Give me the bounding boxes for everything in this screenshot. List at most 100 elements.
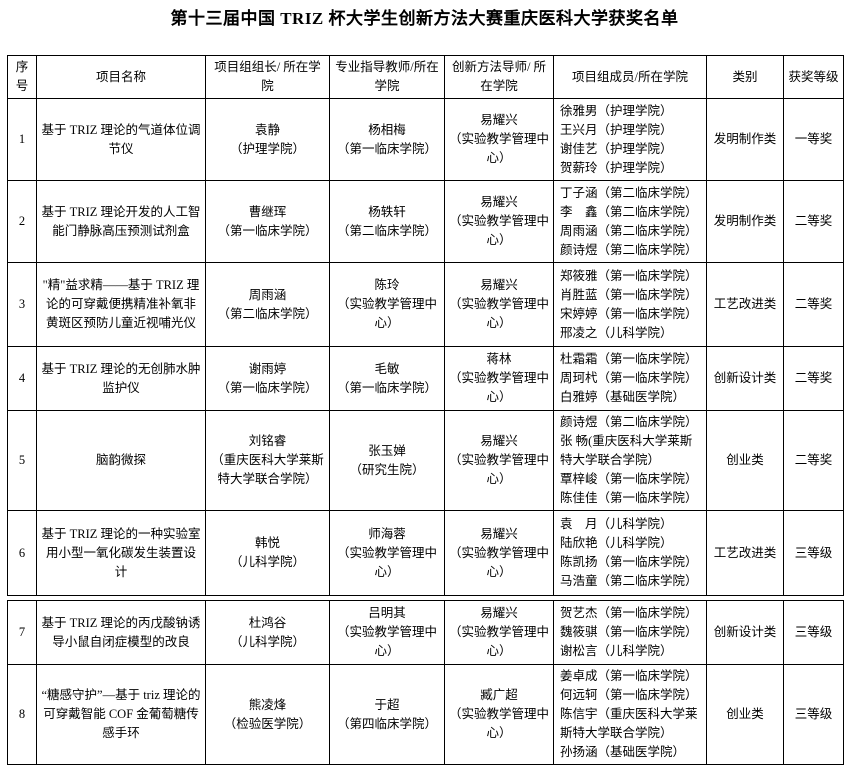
cell-leader: 曹继珲 （第一临床学院） [205, 180, 330, 263]
header-cell-award: 获奖等级 [783, 55, 844, 99]
cell-category: 创新设计类 [706, 346, 784, 411]
cell-leader: 周雨涵 （第二临床学院） [205, 262, 330, 347]
table-row: 2 基于 TRIZ 理论开发的人工智能门静脉高压预测试剂盒 曹继珲 （第一临床学… [7, 180, 844, 263]
member-line: 肖胜蓝（第一临床学院） [560, 287, 698, 302]
member-line: 颜诗煜（第二临床学院） [560, 415, 698, 429]
member-line: 陈佳佳（第一临床学院） [560, 491, 698, 505]
cell-no: 2 [7, 180, 37, 263]
cell-no: 8 [7, 664, 37, 765]
cell-leader: 袁静 （护理学院） [205, 98, 330, 181]
table-row: 6 基于 TRIZ 理论的一种实验室用小型一氧化碳发生装置设计 韩悦 （儿科学院… [7, 510, 844, 596]
cell-leader: 杜鸿谷 （儿科学院） [205, 600, 330, 665]
table-row: 1 基于 TRIZ 理论的气道体位调节仪 袁静 （护理学院） 杨相梅 （第一临床… [7, 98, 844, 181]
cell-mentor: 蒋林 （实验教学管理中心） [444, 346, 554, 411]
cell-award: 三等级 [783, 510, 844, 596]
cell-members: 贺艺杰（第一临床学院） 魏筱骐（第一临床学院） 谢松言（儿科学院） [553, 600, 707, 665]
cell-mentor: 易耀兴 （实验教学管理中心） [444, 600, 554, 665]
member-line: 周雨涵（第二临床学院） [560, 223, 698, 238]
cell-category: 创新设计类 [706, 600, 784, 665]
member-line: 贺薪玲（护理学院） [560, 160, 673, 175]
cell-no: 7 [7, 600, 37, 665]
cell-category: 发明制作类 [706, 98, 784, 181]
cell-members: 杜霜霜（第一临床学院） 周珂杙（第一临床学院） 白雅婷（基础医学院） [553, 346, 707, 411]
cell-project: 基于 TRIZ 理论开发的人工智能门静脉高压预测试剂盒 [36, 180, 206, 263]
cell-members: 姜卓成（第一临床学院） 何远轲（第一临床学院） 陈信宇（重庆医科大学莱斯特大学联… [553, 664, 707, 765]
cell-no: 6 [7, 510, 37, 596]
header-row: 序号 项目名称 项目组组长/ 所在学院 专业指导教师/所在学院 创新方法导师/ … [7, 55, 844, 99]
cell-advisor: 吕明其 （实验教学管理中心） [329, 600, 445, 665]
cell-members: 郑筱雅（第一临床学院） 肖胜蓝（第一临床学院） 宋婷婷（第一临床学院） 邢凌之（… [553, 262, 707, 347]
member-line: 孙扬涵（基础医学院） [560, 745, 686, 759]
header-cell-members: 项目组成员/所在学院 [553, 55, 707, 99]
cell-leader: 韩悦 （儿科学院） [205, 510, 330, 596]
cell-advisor: 杨相梅 （第一临床学院） [329, 98, 445, 181]
cell-category: 创业类 [706, 410, 784, 511]
cell-mentor: 易耀兴 （实验教学管理中心） [444, 410, 554, 511]
member-line: 谢佳艺（护理学院） [560, 141, 673, 156]
member-line: 邢凌之（儿科学院） [560, 325, 673, 340]
table-row: 3 "精"益求精——基于 TRIZ 理论的可穿戴便携精准补氧非黄斑区预防儿童近视… [7, 262, 844, 347]
member-line: 丁子涵（第二临床学院） [560, 185, 698, 200]
cell-leader: 刘铭睿 （重庆医科大学莱斯特大学联合学院） [205, 410, 330, 511]
member-line: 白雅婷（基础医学院） [560, 390, 686, 404]
table-row: 4 基于 TRIZ 理论的无创肺水肿监护仪 谢雨婷 （第一临床学院） 毛敏 （第… [7, 346, 844, 411]
awards-table-upper: 序号 项目名称 项目组组长/ 所在学院 专业指导教师/所在学院 创新方法导师/ … [7, 55, 844, 596]
cell-project: 基于 TRIZ 理论的气道体位调节仪 [36, 98, 206, 181]
cell-project: “糖感守护”—基于 triz 理论的可穿戴智能 COF 金葡萄糖传感手环 [36, 664, 206, 765]
cell-no: 5 [7, 410, 37, 511]
member-line: 徐雅男（护理学院） [560, 103, 673, 118]
member-line: 魏筱骐（第一临床学院） [560, 625, 698, 639]
awards-table-lower: 7 基于 TRIZ 理论的丙戊酸钠诱导小鼠自闭症模型的改良 杜鸿谷 （儿科学院）… [7, 600, 844, 765]
cell-award: 一等奖 [783, 98, 844, 181]
cell-advisor: 毛敏 （第一临床学院） [329, 346, 445, 411]
cell-members: 丁子涵（第二临床学院） 李 鑫（第二临床学院） 周雨涵（第二临床学院） 颜诗煜（… [553, 180, 707, 263]
header-cell-mentor: 创新方法导师/ 所在学院 [444, 55, 554, 99]
member-line: 姜卓成（第一临床学院） [560, 669, 698, 683]
member-line: 王兴月（护理学院） [560, 122, 673, 137]
cell-mentor: 易耀兴 （实验教学管理中心） [444, 262, 554, 347]
cell-award: 二等奖 [783, 410, 844, 511]
member-line: 陆欣艳（儿科学院） [560, 536, 673, 550]
member-line: 何远轲（第一临床学院） [560, 688, 698, 702]
cell-no: 1 [7, 98, 37, 181]
cell-category: 创业类 [706, 664, 784, 765]
cell-leader: 谢雨婷 （第一临床学院） [205, 346, 330, 411]
cell-project: 基于 TRIZ 理论的无创肺水肿监护仪 [36, 346, 206, 411]
member-line: 李 鑫（第二临床学院） [560, 204, 698, 219]
cell-project: 脑韵微探 [36, 410, 206, 511]
member-line: 马浩童（第二临床学院） [560, 574, 698, 588]
member-line: 贺艺杰（第一临床学院） [560, 606, 698, 620]
cell-members: 徐雅男（护理学院） 王兴月（护理学院） 谢佳艺（护理学院） 贺薪玲（护理学院） [553, 98, 707, 181]
table-row: 5 脑韵微探 刘铭睿 （重庆医科大学莱斯特大学联合学院） 张玉婵 （研究生院） … [7, 410, 844, 511]
member-line: 陈凯扬（第一临床学院） [560, 555, 698, 569]
cell-advisor: 陈玲 （实验教学管理中心） [329, 262, 445, 347]
member-line: 杜霜霜（第一临床学院） [560, 352, 698, 366]
member-line: 颜诗煜（第二临床学院） [560, 242, 698, 257]
document-title: 第十三届中国 TRIZ 杯大学生创新方法大赛重庆医科大学获奖名单 [170, 9, 679, 28]
member-line: 谢松言（儿科学院） [560, 644, 673, 658]
cell-project: 基于 TRIZ 理论的一种实验室用小型一氧化碳发生装置设计 [36, 510, 206, 596]
cell-project: "精"益求精——基于 TRIZ 理论的可穿戴便携精准补氧非黄斑区预防儿童近视哺光… [36, 262, 206, 347]
member-line: 张 畅(重庆医科大学莱斯特大学联合学院） [560, 434, 693, 467]
member-line: 宋婷婷（第一临床学院） [560, 306, 698, 321]
cell-no: 3 [7, 262, 37, 347]
cell-award: 二等奖 [783, 346, 844, 411]
cell-category: 工艺改进类 [706, 262, 784, 347]
member-line: 陈信宇（重庆医科大学莱斯特大学联合学院） [560, 707, 698, 740]
member-line: 覃梓峻（第一临床学院） [560, 472, 698, 486]
table-row: 8 “糖感守护”—基于 triz 理论的可穿戴智能 COF 金葡萄糖传感手环 熊… [7, 664, 844, 765]
cell-members: 袁 月（儿科学院） 陆欣艳（儿科学院） 陈凯扬（第一临床学院） 马浩童（第二临床… [553, 510, 707, 596]
cell-members: 颜诗煜（第二临床学院） 张 畅(重庆医科大学莱斯特大学联合学院） 覃梓峻（第一临… [553, 410, 707, 511]
cell-advisor: 杨轶轩 （第二临床学院） [329, 180, 445, 263]
cell-mentor: 臧广超 （实验教学管理中心） [444, 664, 554, 765]
header-cell-advisor: 专业指导教师/所在学院 [329, 55, 445, 99]
table-row: 7 基于 TRIZ 理论的丙戊酸钠诱导小鼠自闭症模型的改良 杜鸿谷 （儿科学院）… [7, 600, 844, 665]
cell-award: 三等级 [783, 664, 844, 765]
cell-project: 基于 TRIZ 理论的丙戊酸钠诱导小鼠自闭症模型的改良 [36, 600, 206, 665]
cell-category: 发明制作类 [706, 180, 784, 263]
cell-award: 二等奖 [783, 180, 844, 263]
header-cell-category: 类别 [706, 55, 784, 99]
cell-advisor: 师海蓉 （实验教学管理中心） [329, 510, 445, 596]
member-line: 郑筱雅（第一临床学院） [560, 268, 698, 283]
cell-award: 三等级 [783, 600, 844, 665]
